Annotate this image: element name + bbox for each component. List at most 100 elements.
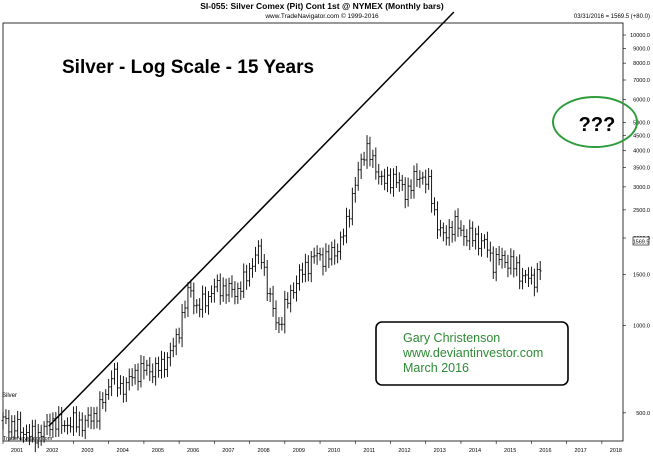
x-tick-label: 2013 <box>434 448 446 454</box>
monthly-bar <box>30 419 34 443</box>
question-annotation: ??? <box>579 114 616 136</box>
x-axis: 2001 2002 2003 2004 2005 2006 2007 2008 2009 2010… <box>2 441 622 454</box>
x-tick-label: 2005 <box>152 448 164 454</box>
monthly-bar <box>509 248 513 275</box>
monthly-bar <box>292 282 296 299</box>
monthly-bar <box>148 357 152 381</box>
monthly-bar <box>51 412 55 438</box>
monthly-bar <box>497 246 501 266</box>
monthly-bar <box>151 363 155 384</box>
y-tick-label: 10000.0 <box>630 33 650 39</box>
monthly-bar <box>465 229 469 247</box>
monthly-bar <box>113 362 116 385</box>
monthly-bar <box>409 179 413 199</box>
monthly-bar <box>342 228 345 246</box>
monthly-bar <box>127 368 131 391</box>
monthly-bar <box>212 278 216 303</box>
monthly-bar <box>66 417 69 435</box>
monthly-bar <box>119 375 122 395</box>
monthly-bar <box>72 406 75 436</box>
x-tick-label: 2009 <box>293 448 305 454</box>
y-tick-label: 500.0 <box>636 411 650 417</box>
monthly-bar <box>362 151 366 166</box>
monthly-bar <box>204 286 207 313</box>
monthly-bar <box>95 406 99 429</box>
monthly-bar <box>524 269 527 284</box>
monthly-bar <box>221 277 225 302</box>
monthly-bar <box>518 254 522 290</box>
monthly-bar <box>180 304 184 348</box>
monthly-bar <box>462 224 466 246</box>
monthly-bar <box>16 410 20 439</box>
monthly-bar <box>139 354 143 388</box>
monthly-bar <box>154 357 158 386</box>
monthly-bar <box>142 356 146 380</box>
monthly-bar <box>333 239 337 265</box>
monthly-bar <box>421 171 425 185</box>
trendline-group <box>48 11 455 427</box>
monthly-bar <box>198 298 202 318</box>
monthly-bar <box>350 187 354 226</box>
monthly-bar <box>353 176 357 203</box>
y-tick-label: 4500.0 <box>633 134 650 140</box>
monthly-bar <box>453 210 457 242</box>
monthly-bar <box>441 222 445 242</box>
monthly-bar <box>80 412 84 437</box>
monthly-bar <box>101 392 105 410</box>
chart-header-title: SI-055: Silver Comex (Pit) Cont 1st @ NY… <box>200 1 444 11</box>
monthly-bar <box>116 362 119 397</box>
monthly-bar <box>450 220 454 243</box>
monthly-bar <box>236 282 240 304</box>
monthly-bar <box>7 410 11 441</box>
info-box-author: Gary Christenson <box>403 331 500 345</box>
monthly-bar <box>163 351 166 378</box>
monthly-bar <box>315 245 319 265</box>
x-tick-label: 2010 <box>328 448 340 454</box>
monthly-bar <box>394 165 398 189</box>
monthly-bar <box>436 201 439 239</box>
monthly-bar <box>86 407 90 428</box>
monthly-bar <box>444 225 448 246</box>
monthly-bar <box>389 168 392 194</box>
x-tick-label: 2007 <box>222 448 234 454</box>
y-axis: 500.01000.01500.02000.02500.03000.03500.… <box>623 33 650 417</box>
monthly-bar <box>359 153 363 179</box>
monthly-bar <box>242 263 246 298</box>
monthly-bar <box>383 168 387 191</box>
info-box-date: March 2016 <box>403 361 469 375</box>
monthly-bar <box>74 406 78 433</box>
monthly-bar <box>521 267 525 290</box>
x-tick-label: 2011 <box>363 448 375 454</box>
footer-credit: TradeNavigator.com <box>3 436 53 442</box>
monthly-bar <box>262 254 266 276</box>
monthly-bar <box>33 419 37 453</box>
monthly-bar <box>303 253 307 283</box>
monthly-bar <box>42 421 46 443</box>
symbol-label: Silver <box>2 393 17 399</box>
monthly-bar <box>218 273 222 305</box>
monthly-bar <box>485 231 489 258</box>
monthly-bar <box>145 359 149 376</box>
y-tick-label: 2500.0 <box>633 208 650 214</box>
monthly-bar <box>54 412 58 437</box>
monthly-bar <box>412 165 416 199</box>
monthly-bar <box>471 221 475 247</box>
monthly-bar <box>530 266 533 285</box>
monthly-bar <box>28 424 31 446</box>
monthly-bar <box>259 238 263 270</box>
monthly-bar <box>298 264 301 291</box>
monthly-bar <box>503 250 507 269</box>
monthly-bar <box>491 246 495 279</box>
monthly-bar <box>535 262 539 293</box>
monthly-bar <box>224 278 228 304</box>
monthly-bar <box>474 227 478 250</box>
y-tick-label: 4000.0 <box>633 149 650 155</box>
monthly-bar <box>538 260 542 281</box>
monthly-bar <box>268 287 272 303</box>
monthly-bar <box>515 256 519 277</box>
monthly-bar <box>168 342 172 367</box>
monthly-bar <box>277 317 281 334</box>
monthly-bar <box>121 376 125 403</box>
monthly-bar <box>248 262 251 287</box>
price-readout: 03/31/2016 = 1569.5 (+80.0) <box>574 14 650 20</box>
